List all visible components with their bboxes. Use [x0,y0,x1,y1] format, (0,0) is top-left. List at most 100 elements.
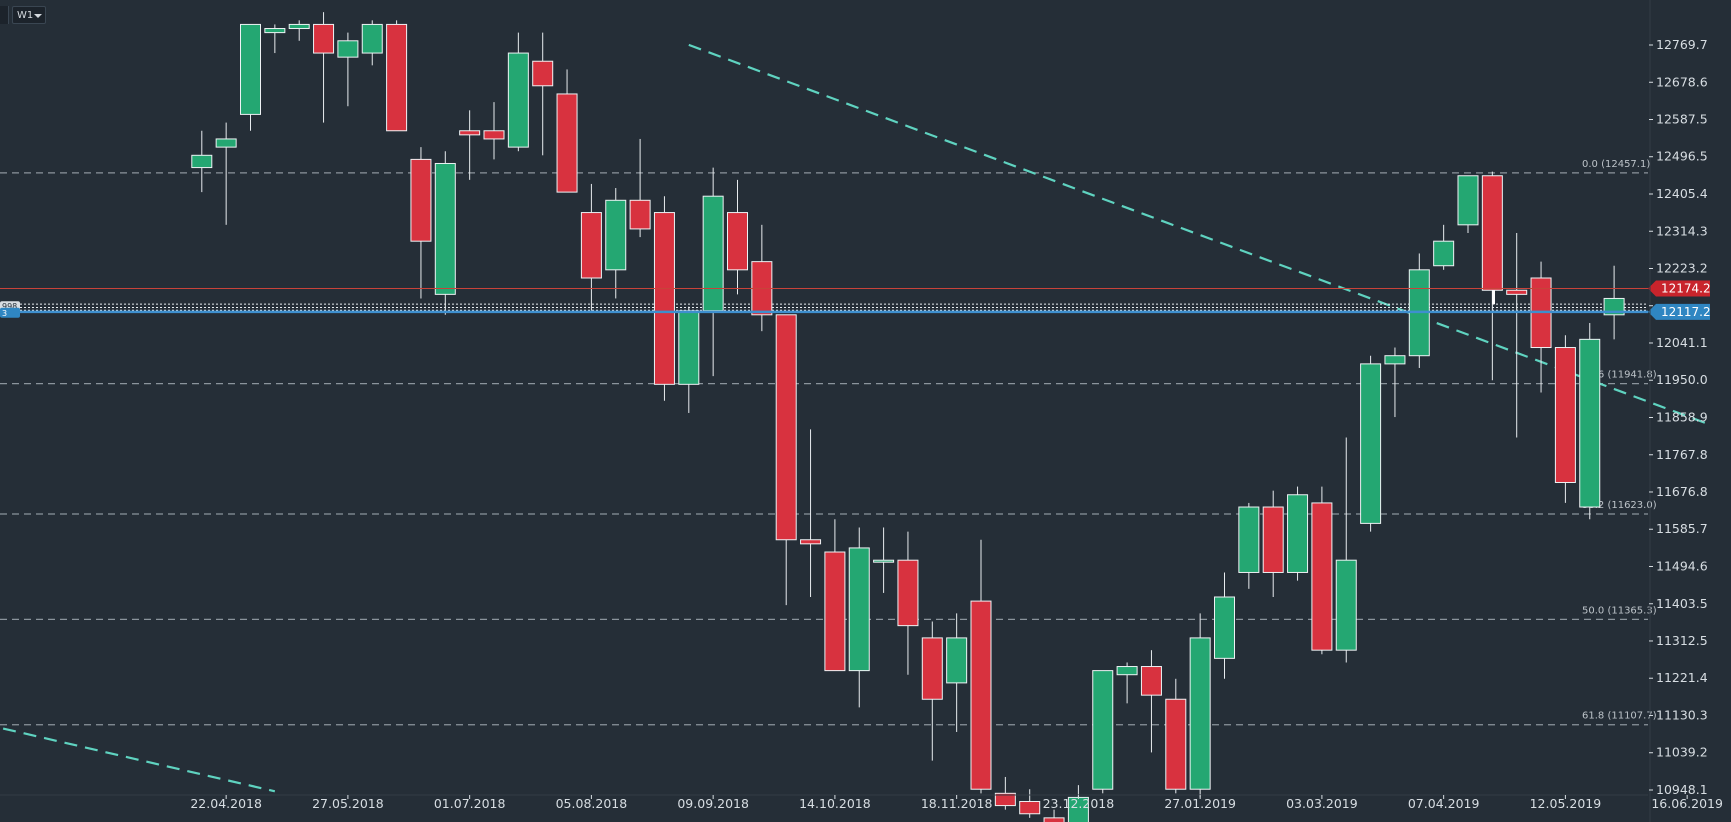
candle [897,531,919,675]
candle [1043,809,1065,822]
candle-body [629,199,651,230]
y-tick-label: 11312.5 [1656,633,1708,648]
x-tick-label: 18.11.2018 [921,796,993,811]
candle-body [873,559,895,563]
candle [215,122,237,225]
candle [459,110,481,180]
candle [653,196,675,401]
candle [1092,670,1114,794]
candle [946,613,968,732]
x-tick-label: 03.03.2019 [1286,796,1358,811]
candle [970,539,992,794]
candle [1335,437,1357,663]
x-tick-label: 27.05.2018 [312,796,384,811]
candle [605,188,627,299]
candle-body [653,212,675,385]
fib-level-label: 38.2 (11623.0) [1582,500,1657,511]
y-tick-label: 11039.2 [1656,745,1708,760]
candle [775,314,797,606]
trendline[interactable] [0,43,1712,793]
candle-body [1311,502,1333,651]
candle [556,69,578,193]
y-tick-label: 12314.3 [1656,223,1708,238]
x-tick-label: 23.12.2018 [1043,796,1115,811]
candle [288,20,310,41]
candle-body [727,212,748,271]
candle-body [1457,175,1479,226]
candle [361,20,383,66]
candle-body [337,40,359,58]
candle-body [1262,506,1284,573]
candle [1457,175,1479,234]
y-tick-label: 11767.8 [1656,447,1708,462]
candle [191,130,213,193]
candle-body [1019,800,1041,815]
y-tick-label: 11676.8 [1656,484,1708,499]
candle [824,519,846,672]
left-price-marker [0,307,20,318]
candle [848,527,870,708]
candle [1360,355,1382,532]
candle-body [1506,289,1528,295]
y-axis: 12769.7 12678.6 12587.5 12496.5 12405.4 12314… [1649,0,1708,822]
x-tick-label: 07.04.2019 [1408,796,1480,811]
fib-level-label: 23.6 (11941.8) [1582,370,1657,381]
candle-body [434,162,456,295]
candle [1238,502,1260,589]
candle-body [848,547,870,672]
last-price-marker [1492,290,1495,305]
candle-body [507,52,529,148]
candle-body [1165,698,1187,790]
y-tick-label: 11585.7 [1656,521,1708,536]
candle [240,23,261,131]
candle [1116,662,1138,704]
candle [1140,650,1162,753]
candle [873,527,895,593]
candle [1214,572,1235,679]
timeframe-selector[interactable]: W1 [12,6,46,24]
candle-body [1214,596,1235,659]
candle-body [678,310,700,385]
candle [1384,347,1406,418]
price-tag-label: 12174.2 [1661,282,1711,296]
candle [1530,261,1552,393]
candle-body [605,199,627,271]
candle [1262,490,1284,598]
candle-body [288,23,310,30]
candle-body [580,212,602,279]
price-tag [1648,303,1710,320]
candle [483,102,505,160]
candle-body [1238,506,1260,573]
y-tick-label: 12041.1 [1656,335,1708,350]
candle-body [556,93,578,193]
x-tick-label: 09.09.2018 [677,796,749,811]
candle [337,32,359,107]
y-tick-label: 12405.4 [1656,186,1708,201]
candle-body [970,600,992,790]
y-tick-label: 11130.3 [1656,707,1708,722]
candle [1189,613,1211,798]
candle-body [946,637,968,684]
fib-level-label: 61.8 (11107.7) [1582,711,1657,722]
chevron-down-icon [34,14,42,18]
y-tick-label: 11858.9 [1656,410,1708,425]
candle-body [483,130,505,140]
y-tick-label: 12496.5 [1656,149,1708,164]
price-tag [1648,280,1710,297]
candle-body [1360,363,1382,524]
candle-body [459,130,481,136]
candle-body [1554,347,1576,483]
candle-body [1481,175,1503,291]
drawing-tool-handle[interactable] [0,6,9,24]
candle [702,167,724,377]
candle-body [775,314,797,541]
y-tick-label: 12678.6 [1656,74,1708,89]
candle [727,179,748,295]
candle [1019,789,1041,818]
candle [678,306,700,413]
x-tick-label: 14.10.2018 [799,796,871,811]
candle-body [994,792,1016,807]
